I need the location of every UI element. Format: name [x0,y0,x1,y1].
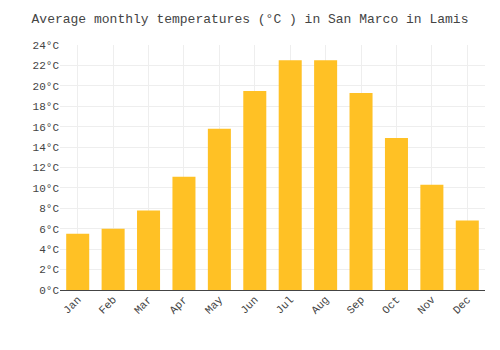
svg-text:14°C: 14°C [33,142,60,154]
svg-text:4°C: 4°C [39,244,59,256]
svg-text:Aug: Aug [309,294,331,316]
svg-text:Jun: Jun [238,294,260,316]
svg-text:22°C: 22°C [33,60,60,72]
svg-text:6°C: 6°C [39,224,59,236]
svg-text:2°C: 2°C [39,264,59,276]
svg-text:20°C: 20°C [33,81,60,93]
svg-text:24°C: 24°C [33,40,60,52]
svg-text:Nov: Nov [415,294,438,317]
svg-text:Jul: Jul [274,294,296,316]
svg-text:12°C: 12°C [33,162,60,174]
svg-text:18°C: 18°C [33,101,60,113]
svg-text:16°C: 16°C [33,122,60,134]
svg-text:Sep: Sep [345,294,367,316]
svg-text:Apr: Apr [167,294,189,316]
svg-text:10°C: 10°C [33,183,60,195]
svg-text:Jan: Jan [61,294,83,316]
svg-text:Oct: Oct [380,294,402,316]
svg-text:Mar: Mar [132,294,154,316]
svg-text:May: May [203,294,226,317]
svg-text:0°C: 0°C [39,285,59,297]
svg-text:Average monthly temperatures (: Average monthly temperatures (°C ) in Sa… [32,12,469,27]
svg-text:Feb: Feb [97,294,119,316]
svg-text:Dec: Dec [451,294,473,316]
svg-text:8°C: 8°C [39,203,59,215]
